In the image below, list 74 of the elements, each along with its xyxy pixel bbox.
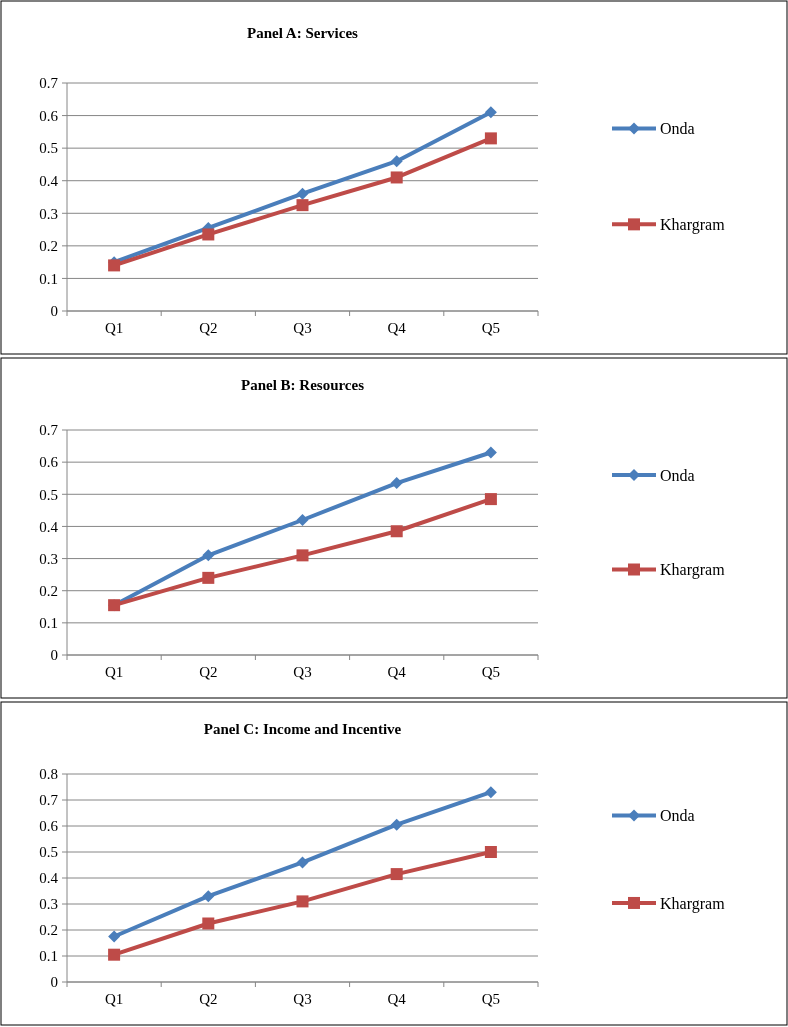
point bbox=[296, 856, 309, 869]
point bbox=[390, 868, 403, 881]
x-tick-label: Q5 bbox=[481, 991, 501, 1007]
point bbox=[202, 228, 215, 241]
point bbox=[202, 549, 215, 562]
y-tick-label: 0.7 bbox=[39, 792, 59, 809]
legend-label: Onda bbox=[660, 120, 695, 138]
y-tick-label: 0.3 bbox=[39, 896, 58, 913]
x-tick-label: Q4 bbox=[387, 320, 407, 336]
y-tick-label: 0.2 bbox=[39, 922, 58, 939]
point bbox=[202, 917, 215, 930]
x-tick-label: Q2 bbox=[199, 320, 218, 336]
x-tick-label: Q3 bbox=[293, 320, 312, 336]
y-tick-label: 0.1 bbox=[39, 270, 58, 287]
x-tick-label: Q3 bbox=[293, 991, 312, 1007]
y-tick-label: 0 bbox=[50, 303, 58, 320]
y-tick-label: 0 bbox=[50, 974, 58, 991]
point bbox=[484, 786, 497, 799]
point bbox=[202, 890, 215, 903]
point bbox=[390, 477, 403, 490]
y-tick-label: 0.3 bbox=[39, 550, 58, 567]
x-tick-label: Q4 bbox=[387, 664, 407, 680]
x-tick-label: Q5 bbox=[481, 320, 501, 336]
point bbox=[390, 171, 403, 184]
point bbox=[484, 493, 497, 506]
y-tick-label: 0.7 bbox=[39, 75, 59, 92]
x-tick-label: Q1 bbox=[104, 320, 124, 336]
y-tick-label: 0.6 bbox=[39, 454, 59, 471]
point bbox=[390, 818, 403, 831]
point bbox=[108, 930, 121, 943]
x-tick-label: Q5 bbox=[481, 664, 501, 680]
y-tick-label: 0.2 bbox=[39, 238, 58, 255]
y-tick-label: 0.3 bbox=[39, 205, 58, 222]
point bbox=[108, 948, 121, 961]
point bbox=[484, 106, 497, 119]
y-tick-label: 0.5 bbox=[39, 140, 58, 157]
point bbox=[296, 895, 309, 908]
y-tick-label: 0.2 bbox=[39, 582, 58, 599]
x-tick-label: Q2 bbox=[199, 664, 218, 680]
legend-label: Onda bbox=[660, 466, 695, 484]
point bbox=[296, 514, 309, 526]
point bbox=[390, 155, 403, 168]
legend-label: Khargram bbox=[660, 894, 726, 913]
x-tick-label: Q4 bbox=[387, 991, 407, 1007]
y-tick-label: 0.8 bbox=[39, 766, 58, 783]
y-tick-label: 0.6 bbox=[39, 107, 59, 124]
point bbox=[390, 525, 403, 538]
y-tick-label: 0.6 bbox=[39, 818, 59, 835]
y-tick-label: 0.4 bbox=[39, 518, 59, 535]
y-tick-label: 0.7 bbox=[39, 422, 59, 439]
y-tick-label: 0.4 bbox=[39, 870, 59, 887]
point bbox=[484, 132, 497, 145]
y-tick-label: 0.5 bbox=[39, 486, 58, 503]
point bbox=[296, 549, 309, 562]
point bbox=[296, 199, 309, 212]
point bbox=[484, 446, 497, 459]
point bbox=[202, 571, 215, 584]
chart-title: Panel C: Income and Incentive bbox=[203, 721, 402, 737]
chart-title: Panel B: Resources bbox=[240, 377, 365, 393]
y-tick-label: 0.5 bbox=[39, 844, 58, 861]
chart-title: Panel A: Services bbox=[247, 25, 359, 41]
y-tick-label: 0.4 bbox=[39, 172, 59, 189]
y-tick-label: 0.1 bbox=[39, 948, 58, 965]
x-tick-label: Q1 bbox=[104, 991, 124, 1007]
x-tick-label: Q3 bbox=[293, 664, 312, 680]
y-tick-label: 0 bbox=[50, 647, 58, 664]
point bbox=[296, 187, 309, 200]
x-tick-label: Q2 bbox=[199, 991, 218, 1007]
legend-label: Khargram bbox=[660, 215, 726, 234]
legend-label: Khargram bbox=[660, 561, 726, 580]
y-tick-label: 0.1 bbox=[39, 615, 58, 632]
x-tick-label: Q1 bbox=[104, 664, 124, 680]
point bbox=[484, 846, 497, 858]
legend-label: Onda bbox=[660, 807, 695, 825]
